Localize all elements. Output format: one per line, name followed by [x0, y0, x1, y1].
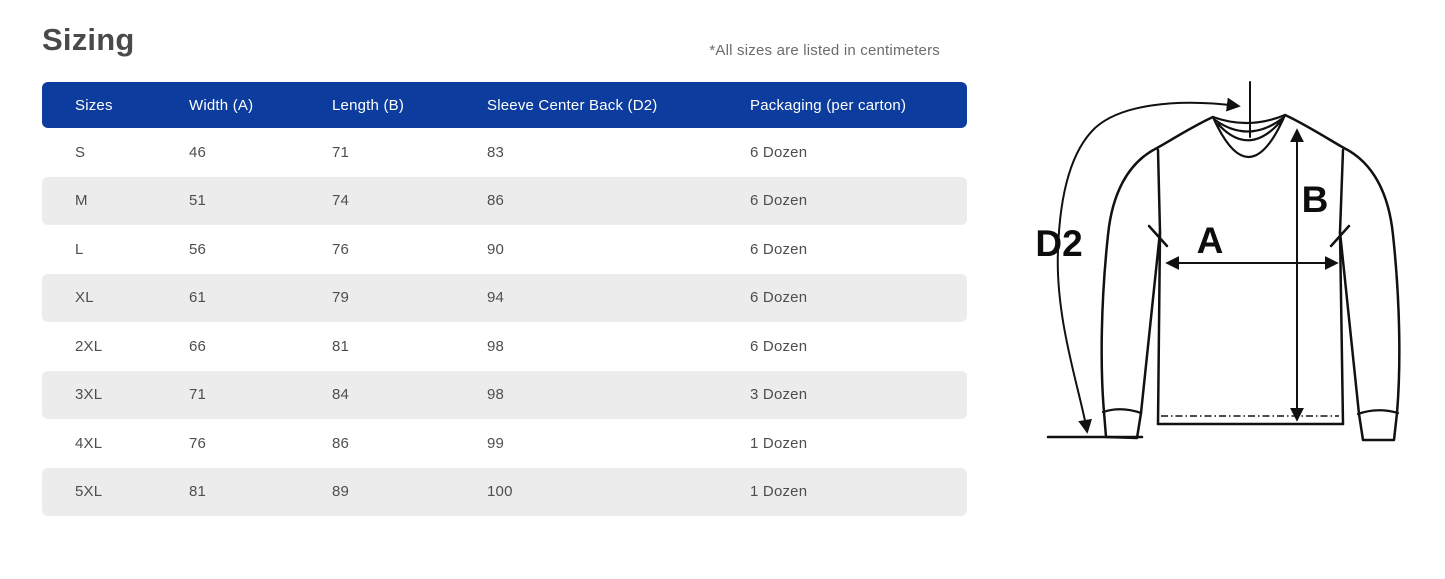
- sleeve-cell: 90: [487, 240, 505, 258]
- length-cell: 74: [332, 192, 350, 210]
- size-cell: 5XL: [75, 483, 103, 501]
- size-cell: 3XL: [75, 386, 103, 404]
- length-label: B: [1302, 179, 1329, 220]
- packaging-cell: 6 Dozen: [750, 289, 808, 307]
- packaging-cell: 1 Dozen: [750, 483, 808, 501]
- length-cell: 79: [332, 289, 350, 307]
- table-row: M 51 74 86 6 Dozen: [42, 176, 967, 225]
- shirt-body-right-edge: [1338, 148, 1345, 426]
- unit-note: *All sizes are listed in centimeters: [709, 42, 940, 59]
- column-header-width: Width (A): [189, 96, 254, 114]
- column-header-sizes: Sizes: [75, 96, 113, 114]
- length-cell: 84: [332, 386, 350, 404]
- length-cell: 76: [332, 240, 350, 258]
- d2-measure-arrow: [1056, 97, 1241, 434]
- width-cell: 51: [189, 192, 207, 210]
- table-header-row: Sizes Width (A) Length (B) Sleeve Center…: [42, 82, 967, 128]
- width-cell: 81: [189, 483, 207, 501]
- table-row: 2XL 66 81 98 6 Dozen: [42, 322, 967, 371]
- sleeve-cell: 98: [487, 337, 505, 355]
- size-cell: M: [75, 192, 88, 210]
- width-cell: 71: [189, 386, 207, 404]
- packaging-cell: 1 Dozen: [750, 434, 808, 452]
- width-cell: 56: [189, 240, 207, 258]
- width-cell: 61: [189, 289, 207, 307]
- packaging-cell: 3 Dozen: [750, 386, 808, 404]
- table-row: 5XL 81 89 100 1 Dozen: [42, 467, 967, 516]
- size-cell: XL: [75, 289, 94, 307]
- shirt-body-left-edge: [1156, 148, 1162, 426]
- table-row: 3XL 71 84 98 3 Dozen: [42, 370, 967, 419]
- length-cell: 81: [332, 337, 350, 355]
- size-cell: 4XL: [75, 434, 103, 452]
- length-cell: 86: [332, 434, 350, 452]
- sleeve-cell: 99: [487, 434, 505, 452]
- width-cell: 46: [189, 143, 207, 161]
- width-cell: 76: [189, 434, 207, 452]
- shirt-right-cuff-band: [1356, 409, 1400, 416]
- shirt-right-sleeve-outline: [1283, 113, 1401, 442]
- table-row: XL 61 79 94 6 Dozen: [42, 273, 967, 322]
- shirt-left-cuff-band: [1101, 408, 1143, 415]
- sleeve-cell: 98: [487, 386, 505, 404]
- table-row: L 56 76 90 6 Dozen: [42, 225, 967, 274]
- d2-label: D2: [1035, 223, 1082, 264]
- sleeve-cell: 94: [487, 289, 505, 307]
- page-title: Sizing: [42, 22, 135, 57]
- packaging-cell: 6 Dozen: [750, 240, 808, 258]
- width-cell: 66: [189, 337, 207, 355]
- table-row: S 46 71 83 6 Dozen: [42, 128, 967, 177]
- size-cell: L: [75, 240, 84, 258]
- shirt-right-sleeve-inner: [1338, 230, 1361, 416]
- size-cell: 2XL: [75, 337, 103, 355]
- packaging-cell: 6 Dozen: [750, 143, 808, 161]
- sizing-table: Sizes Width (A) Length (B) Sleeve Center…: [42, 82, 967, 516]
- shirt-measurement-diagram: D2 A B: [1000, 60, 1445, 480]
- length-cell: 71: [332, 143, 350, 161]
- packaging-cell: 6 Dozen: [750, 192, 808, 210]
- shirt-diagram-svg: D2 A B: [1035, 81, 1401, 442]
- armpit-tick-right: [1329, 224, 1351, 248]
- table-row: 4XL 76 86 99 1 Dozen: [42, 419, 967, 468]
- size-cell: S: [75, 143, 86, 161]
- packaging-cell: 6 Dozen: [750, 337, 808, 355]
- column-header-packaging: Packaging (per carton): [750, 96, 907, 114]
- column-header-length: Length (B): [332, 96, 405, 114]
- sleeve-cell: 83: [487, 143, 505, 161]
- width-label: A: [1197, 220, 1224, 261]
- sleeve-cell: 86: [487, 192, 505, 210]
- length-cell: 89: [332, 483, 350, 501]
- column-header-sleeve-center-back: Sleeve Center Back (D2): [487, 96, 658, 114]
- sleeve-cell: 100: [487, 483, 513, 501]
